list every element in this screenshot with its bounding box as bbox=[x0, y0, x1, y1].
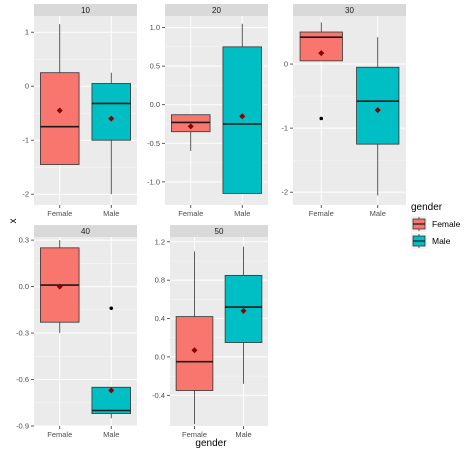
y-tick-label: 0.5 bbox=[150, 62, 160, 71]
x-tick-label: Female bbox=[178, 209, 203, 218]
box-female bbox=[171, 114, 211, 151]
legend-items: Female Male bbox=[411, 216, 461, 249]
outlier-point bbox=[319, 116, 324, 121]
box-male bbox=[224, 246, 263, 384]
y-tick-label: -0.9 bbox=[16, 422, 29, 431]
legend-item-female: Female bbox=[411, 216, 461, 232]
x-tick-label: Male bbox=[103, 430, 119, 439]
y-tick-label: 0.8 bbox=[155, 276, 165, 285]
legend-label: Male bbox=[432, 236, 451, 246]
box-female bbox=[299, 22, 343, 121]
y-tick-label: 1.0 bbox=[150, 23, 160, 32]
y-tick-label: 1 bbox=[25, 28, 29, 37]
y-tick-label: 0.0 bbox=[150, 100, 160, 109]
box-iqr bbox=[91, 386, 131, 415]
y-tick-label: -0.5 bbox=[147, 139, 160, 148]
box-iqr bbox=[222, 46, 262, 194]
mean-marker bbox=[108, 115, 115, 122]
x-tick-label: Male bbox=[103, 209, 119, 218]
facet-strip-label: 40 bbox=[81, 227, 90, 236]
mean-marker bbox=[239, 113, 246, 120]
y-tick-label: -0.6 bbox=[16, 375, 29, 384]
y-tick-label: -0.3 bbox=[16, 329, 29, 338]
y-tick-label: -1.0 bbox=[147, 177, 160, 186]
mean-marker bbox=[56, 283, 63, 290]
box-iqr bbox=[356, 66, 400, 145]
mean-marker bbox=[240, 307, 247, 314]
box-female bbox=[40, 240, 80, 334]
facet-panel-40: 40 0.3 0.0 -0.3 -0.6 -0.9 Female Male bbox=[16, 225, 137, 439]
x-tick-label: Male bbox=[370, 209, 386, 218]
facet-strip bbox=[170, 225, 268, 237]
facet-panel-50: 50 1.2 0.8 0.4 0.0 -0.4 Female Male bbox=[152, 225, 268, 439]
facet-strip bbox=[34, 4, 137, 16]
facet-panel-30: 30 0 -1 -2 Female Male bbox=[281, 4, 406, 218]
y-axis-title: x bbox=[8, 219, 19, 224]
box-iqr bbox=[299, 31, 343, 62]
facet-strip bbox=[34, 225, 137, 237]
mean-marker bbox=[191, 347, 198, 354]
box-male bbox=[91, 306, 131, 419]
mean-marker bbox=[108, 387, 115, 394]
y-tick-label: -2 bbox=[22, 190, 29, 199]
box-female bbox=[40, 24, 80, 165]
legend-label: Female bbox=[432, 219, 461, 229]
box-male bbox=[91, 72, 131, 195]
facet-strip bbox=[165, 4, 268, 16]
mean-marker bbox=[374, 107, 381, 114]
legend: gender Female Male bbox=[411, 202, 461, 249]
x-tick-label: Female bbox=[47, 209, 72, 218]
legend-item-male: Male bbox=[411, 233, 451, 249]
mean-marker bbox=[318, 50, 325, 57]
box-iqr bbox=[175, 316, 214, 391]
box-female bbox=[175, 251, 214, 425]
x-tick-label: Female bbox=[47, 430, 72, 439]
x-tick-label: Male bbox=[235, 430, 251, 439]
y-tick-label: -2 bbox=[281, 188, 288, 197]
facet-panel-20: 20 1.0 0.5 0.0 -0.5 -1.0 Female Male bbox=[147, 4, 268, 218]
box-iqr bbox=[91, 83, 131, 141]
y-tick-label: 0.0 bbox=[155, 352, 165, 361]
x-tick-label: Male bbox=[234, 209, 250, 218]
y-tick-label: 0 bbox=[25, 82, 29, 91]
y-tick-label: -0.4 bbox=[152, 391, 165, 400]
facet-strip-label: 10 bbox=[81, 6, 90, 15]
mean-marker bbox=[187, 123, 194, 130]
x-axis-title: gender bbox=[195, 438, 227, 449]
facet-strip-label: 30 bbox=[345, 6, 354, 15]
y-tick-label: 0.4 bbox=[155, 314, 165, 323]
box-male bbox=[222, 23, 262, 194]
mean-marker bbox=[56, 107, 63, 114]
y-tick-label: 0 bbox=[284, 60, 288, 69]
facet-strip bbox=[293, 4, 406, 16]
y-tick-label: 0.3 bbox=[19, 236, 29, 245]
y-tick-label: 1.2 bbox=[155, 237, 165, 246]
outlier-point bbox=[109, 306, 114, 311]
y-tick-label: -1 bbox=[22, 136, 29, 145]
box-male bbox=[356, 37, 400, 196]
y-tick-label: -1 bbox=[281, 124, 288, 133]
x-tick-label: Female bbox=[182, 430, 207, 439]
x-tick-label: Female bbox=[309, 209, 334, 218]
box-iqr bbox=[40, 72, 80, 165]
y-tick-label: 0.0 bbox=[19, 282, 29, 291]
legend-title: gender bbox=[411, 202, 443, 213]
facet-strip-label: 20 bbox=[212, 6, 221, 15]
facet-strip-label: 50 bbox=[215, 227, 224, 236]
